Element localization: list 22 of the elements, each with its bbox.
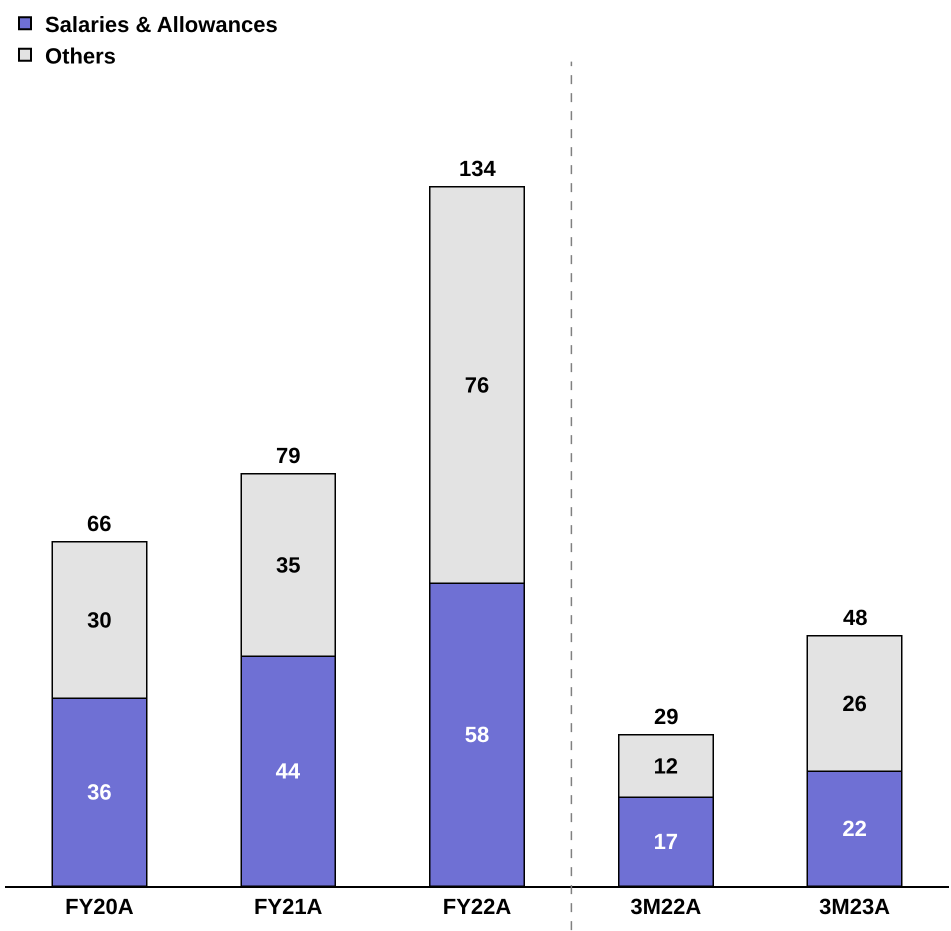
x-tick-label: FY22A [442, 894, 512, 920]
x-tick-label: 3M23A [819, 894, 890, 920]
total-label: 134 [459, 156, 496, 181]
total-label: 48 [843, 605, 868, 630]
x-tick-label: FY20A [65, 894, 134, 920]
data-label: 58 [464, 722, 490, 748]
data-label: 30 [87, 607, 112, 632]
data-label: 22 [842, 816, 867, 842]
data-label: 76 [464, 372, 490, 398]
data-label: 12 [654, 753, 678, 778]
total-label: 29 [654, 704, 678, 729]
legend-label: Others [45, 43, 116, 68]
total-label: 79 [276, 443, 300, 468]
legend-label: Salaries & Allowances [45, 12, 278, 37]
data-label: 26 [842, 690, 867, 716]
total-label: 66 [87, 511, 112, 536]
x-tick-label: FY21A [254, 894, 323, 920]
data-label: 36 [87, 780, 112, 805]
x-tick-label: 3M22A [630, 894, 702, 920]
data-label: 44 [276, 758, 301, 784]
data-label: 17 [654, 829, 678, 854]
data-label: 35 [276, 552, 300, 578]
